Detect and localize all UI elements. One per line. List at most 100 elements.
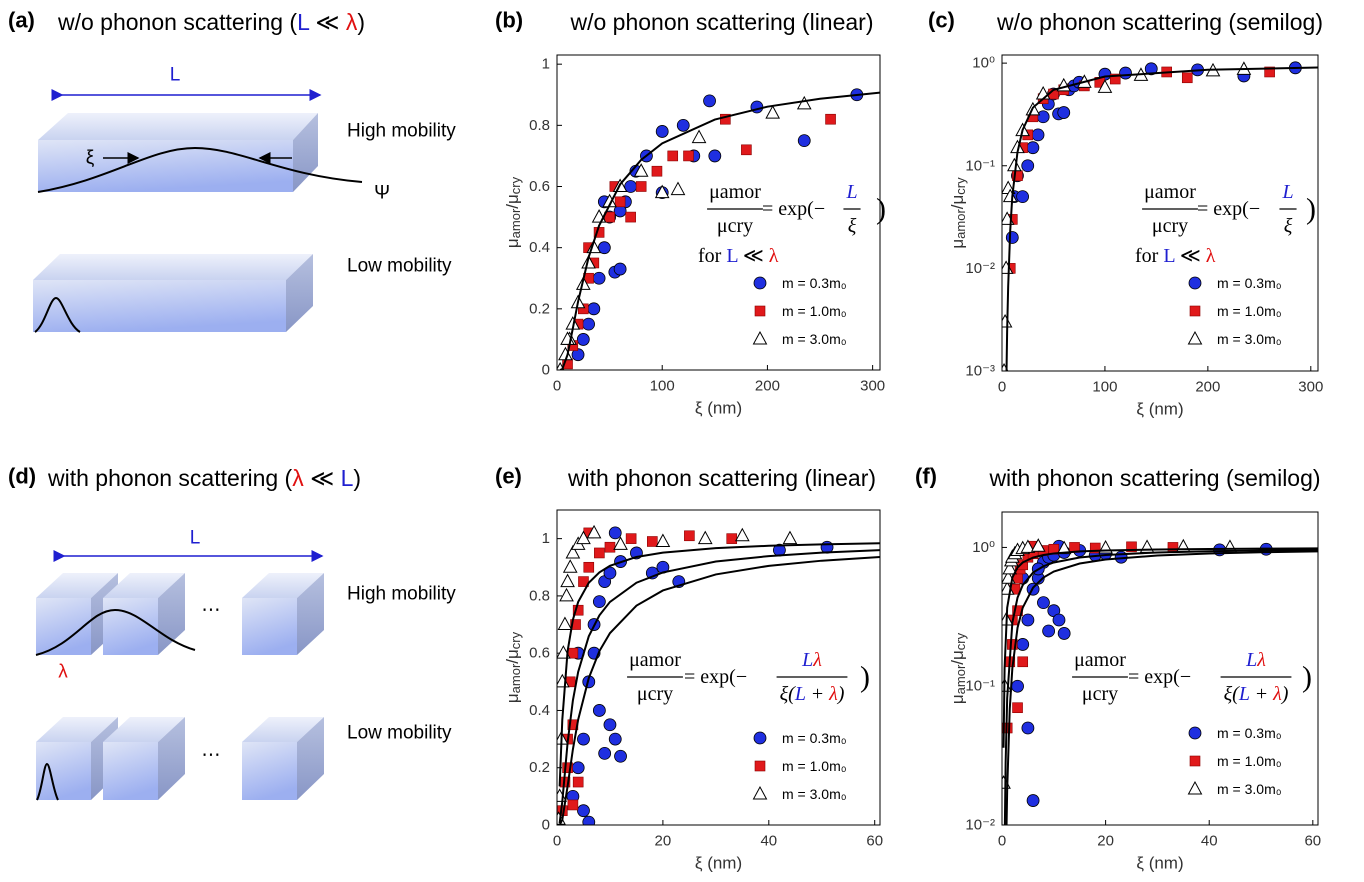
- data-point: [670, 181, 686, 196]
- y-axis-label: μamor/μcry: [948, 177, 968, 249]
- data-point: [1126, 541, 1137, 553]
- equation-suffix: ): [1306, 193, 1316, 226]
- data-point: [557, 616, 573, 631]
- legend-marker: [1187, 780, 1203, 795]
- text-part: λ: [1272, 683, 1282, 705]
- y-axis-label-part: /μ: [503, 194, 522, 209]
- y-axis-label-part: μ: [503, 693, 522, 703]
- data-point: [1020, 539, 1036, 553]
- panel-title: w/o phonon scattering (L ≪ λ): [57, 9, 365, 35]
- equation-note: for L ≪ λ: [698, 245, 779, 267]
- data-point: [1057, 627, 1071, 640]
- plot-area: [557, 88, 880, 370]
- y-tick-label: 10⁻¹: [965, 678, 995, 695]
- data-point: [1031, 128, 1045, 142]
- text-part: L: [297, 9, 310, 35]
- y-axis-label-part: cry: [508, 631, 523, 649]
- data-point: [604, 211, 615, 223]
- x-tick-label: 200: [1195, 379, 1220, 396]
- text-part: L: [726, 245, 738, 267]
- data-point: [571, 761, 585, 775]
- y-tick-label: 0: [542, 362, 550, 379]
- data-point: [1030, 538, 1046, 552]
- x-tick-label: 20: [655, 833, 672, 850]
- legend-marker: [752, 785, 768, 800]
- legend-marker: [1188, 276, 1202, 290]
- data-point: [1119, 66, 1132, 80]
- plot-frame: [1001, 54, 1319, 372]
- panel-title: with phonon scattering (λ ≪ L): [47, 465, 361, 491]
- legend-marker: [1189, 755, 1201, 767]
- equation-lhs-den: μcry: [637, 683, 673, 705]
- data-point: [587, 302, 601, 316]
- y-tick-label: 0.4: [529, 239, 550, 256]
- y-tick-label: 0.8: [529, 587, 550, 604]
- text-part: ): [837, 683, 845, 705]
- legend-marker: [753, 731, 767, 745]
- box-front: [33, 280, 286, 332]
- text-part: λ: [292, 465, 304, 491]
- data-point: [613, 536, 628, 550]
- fit-curve: [559, 91, 880, 370]
- data-point: [635, 181, 647, 192]
- chart-title: w/o phonon scattering (semilog): [996, 9, 1323, 35]
- x-axis-label: ξ (nm): [695, 399, 742, 418]
- data-point: [726, 533, 738, 544]
- data-point: [825, 113, 836, 125]
- data-point: [734, 527, 750, 542]
- text-part: L: [1163, 245, 1175, 267]
- data-point: [797, 134, 811, 148]
- data-point: [1021, 721, 1035, 735]
- data-point: [570, 619, 581, 630]
- x-tick-label: 0: [553, 378, 561, 395]
- text-part: ≪: [304, 465, 341, 491]
- legend-marker: [753, 276, 767, 290]
- data-point: [604, 541, 616, 553]
- wavefunction: [37, 146, 363, 193]
- data-point: [603, 718, 617, 732]
- data-point: [1144, 62, 1158, 76]
- y-tick-label: 0.6: [529, 645, 550, 662]
- equation-lhs-num: μamor: [1074, 649, 1126, 671]
- legend-label: m = 0.3m₀: [782, 275, 847, 291]
- data-point: [559, 587, 574, 602]
- y-tick-label: 10⁻²: [965, 817, 995, 834]
- text-part: with phonon scattering (: [47, 465, 293, 491]
- text-part: for: [698, 245, 726, 267]
- y-axis-label: μamor/μcry: [503, 176, 523, 248]
- text-part: λ: [769, 245, 779, 267]
- length-label: L: [190, 528, 201, 549]
- box-side: [286, 254, 313, 332]
- wavefunction: [36, 762, 59, 801]
- data-point: [1002, 313, 1013, 328]
- text-part: λ: [346, 9, 358, 35]
- y-tick-label: 0.4: [529, 702, 550, 719]
- panel-label: (f): [915, 464, 937, 489]
- text-part: ξ(: [780, 683, 797, 705]
- data-point: [1021, 159, 1035, 173]
- panel-label: (e): [495, 464, 522, 489]
- text-part: ξ(: [1224, 683, 1241, 705]
- data-point: [565, 544, 581, 559]
- data-point: [1021, 613, 1035, 627]
- legend-label: m = 1.0m₀: [782, 303, 847, 319]
- data-point: [578, 576, 589, 587]
- equation-rhs-den: ξ(L + λ): [1224, 683, 1289, 705]
- equation-prefix: = exp(−: [1128, 666, 1191, 688]
- data-point: [782, 530, 798, 545]
- data-point: [1016, 190, 1029, 204]
- chart-panel: (e) with phonon scattering (linear) 0 20 40 6…: [495, 464, 883, 873]
- text-part: ≪: [1175, 245, 1206, 267]
- data-point: [1005, 231, 1019, 244]
- chart-title: with phonon scattering (linear): [567, 465, 876, 491]
- y-axis-label: μamor/μcry: [503, 631, 523, 703]
- y-axis-label-part: μ: [948, 239, 967, 249]
- x-tick-label: 20: [1097, 833, 1114, 850]
- data-point: [583, 561, 595, 573]
- data-point: [697, 530, 713, 545]
- y-axis-label-part: μ: [948, 694, 967, 704]
- y-axis-label-part: amor: [953, 209, 968, 239]
- x-tick-label: 60: [866, 833, 883, 850]
- x-tick-label: 300: [860, 378, 885, 395]
- text-part: ≪: [309, 9, 346, 35]
